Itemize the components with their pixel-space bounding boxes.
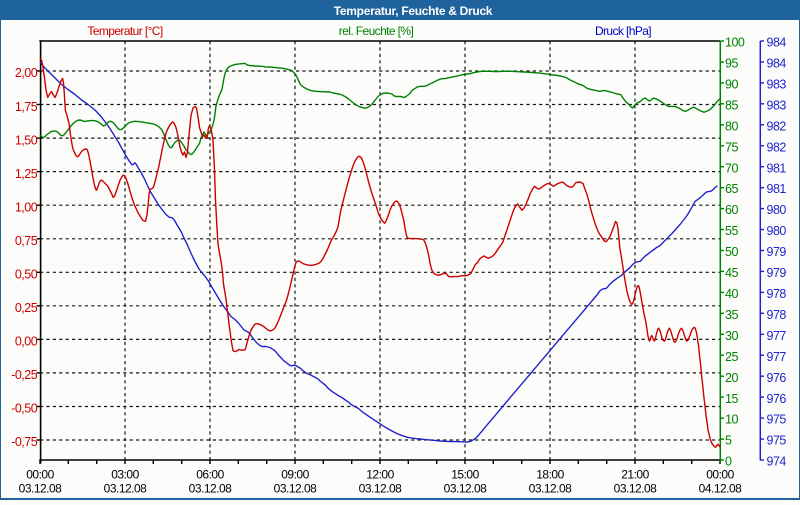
svg-text:45: 45 [725, 266, 738, 280]
svg-text:0: 0 [725, 455, 732, 469]
svg-text:03.12.08: 03.12.08 [359, 482, 403, 496]
svg-text:5: 5 [725, 434, 732, 448]
svg-text:80: 80 [725, 119, 738, 133]
svg-text:85: 85 [725, 98, 738, 112]
svg-text:Temperatur [°C]: Temperatur [°C] [87, 24, 162, 38]
svg-text:12:00: 12:00 [366, 468, 394, 482]
svg-text:977: 977 [767, 350, 787, 364]
svg-text:982: 982 [767, 140, 787, 154]
svg-text:0,00: 0,00 [15, 335, 38, 349]
svg-text:03.12.08: 03.12.08 [104, 482, 148, 496]
svg-text:15:00: 15:00 [451, 468, 479, 482]
svg-text:09:00: 09:00 [281, 468, 309, 482]
svg-text:0,50: 0,50 [15, 268, 38, 282]
svg-text:15: 15 [725, 392, 738, 406]
svg-text:-0,25: -0,25 [11, 368, 38, 382]
svg-text:00:00: 00:00 [706, 468, 734, 482]
svg-text:25: 25 [725, 350, 738, 364]
svg-text:981: 981 [767, 182, 787, 196]
svg-text:Temperatur, Feuchte & Druck: Temperatur, Feuchte & Druck [334, 4, 493, 18]
svg-text:90: 90 [725, 78, 738, 92]
svg-text:978: 978 [767, 308, 787, 322]
svg-text:983: 983 [767, 98, 787, 112]
svg-text:40: 40 [725, 287, 738, 301]
svg-text:983: 983 [767, 78, 787, 92]
svg-text:984: 984 [767, 57, 787, 71]
svg-text:03.12.08: 03.12.08 [19, 482, 63, 496]
svg-text:978: 978 [767, 287, 787, 301]
svg-text:03.12.08: 03.12.08 [189, 482, 233, 496]
svg-text:979: 979 [767, 245, 787, 259]
svg-text:60: 60 [725, 203, 738, 217]
svg-text:100: 100 [725, 36, 745, 50]
svg-text:982: 982 [767, 119, 787, 133]
svg-text:06:00: 06:00 [196, 468, 224, 482]
svg-text:70: 70 [725, 161, 738, 175]
svg-text:95: 95 [725, 57, 738, 71]
svg-text:0,25: 0,25 [15, 301, 38, 315]
svg-text:50: 50 [725, 245, 738, 259]
svg-text:975: 975 [767, 413, 787, 427]
svg-text:30: 30 [725, 329, 738, 343]
svg-text:35: 35 [725, 308, 738, 322]
svg-text:rel. Feuchte [%]: rel. Feuchte [%] [339, 24, 414, 38]
svg-text:03.12.08: 03.12.08 [529, 482, 573, 496]
svg-text:65: 65 [725, 182, 738, 196]
svg-text:00:00: 00:00 [26, 468, 54, 482]
svg-text:981: 981 [767, 161, 787, 175]
svg-text:-0,75: -0,75 [11, 435, 38, 449]
svg-text:1,50: 1,50 [15, 133, 38, 147]
svg-text:980: 980 [767, 224, 787, 238]
svg-text:-0,50: -0,50 [11, 402, 38, 416]
svg-text:1,00: 1,00 [15, 200, 38, 214]
svg-text:0,75: 0,75 [15, 234, 38, 248]
svg-text:03.12.08: 03.12.08 [444, 482, 488, 496]
svg-text:974: 974 [767, 455, 787, 469]
svg-text:20: 20 [725, 371, 738, 385]
svg-text:976: 976 [767, 392, 787, 406]
svg-text:55: 55 [725, 224, 738, 238]
svg-text:75: 75 [725, 140, 738, 154]
svg-text:979: 979 [767, 266, 787, 280]
svg-text:03:00: 03:00 [111, 468, 139, 482]
svg-text:2,00: 2,00 [15, 66, 38, 80]
svg-text:977: 977 [767, 329, 787, 343]
svg-text:976: 976 [767, 371, 787, 385]
svg-text:Druck [hPa]: Druck [hPa] [595, 24, 651, 38]
svg-text:1,25: 1,25 [15, 167, 38, 181]
svg-text:03.12.08: 03.12.08 [614, 482, 658, 496]
svg-text:984: 984 [767, 36, 787, 50]
svg-text:975: 975 [767, 434, 787, 448]
svg-text:04.12.08: 04.12.08 [699, 482, 743, 496]
svg-text:980: 980 [767, 203, 787, 217]
svg-text:18:00: 18:00 [536, 468, 564, 482]
svg-text:10: 10 [725, 413, 738, 427]
svg-text:21:00: 21:00 [621, 468, 649, 482]
svg-text:1,75: 1,75 [15, 100, 38, 114]
svg-text:03.12.08: 03.12.08 [274, 482, 318, 496]
